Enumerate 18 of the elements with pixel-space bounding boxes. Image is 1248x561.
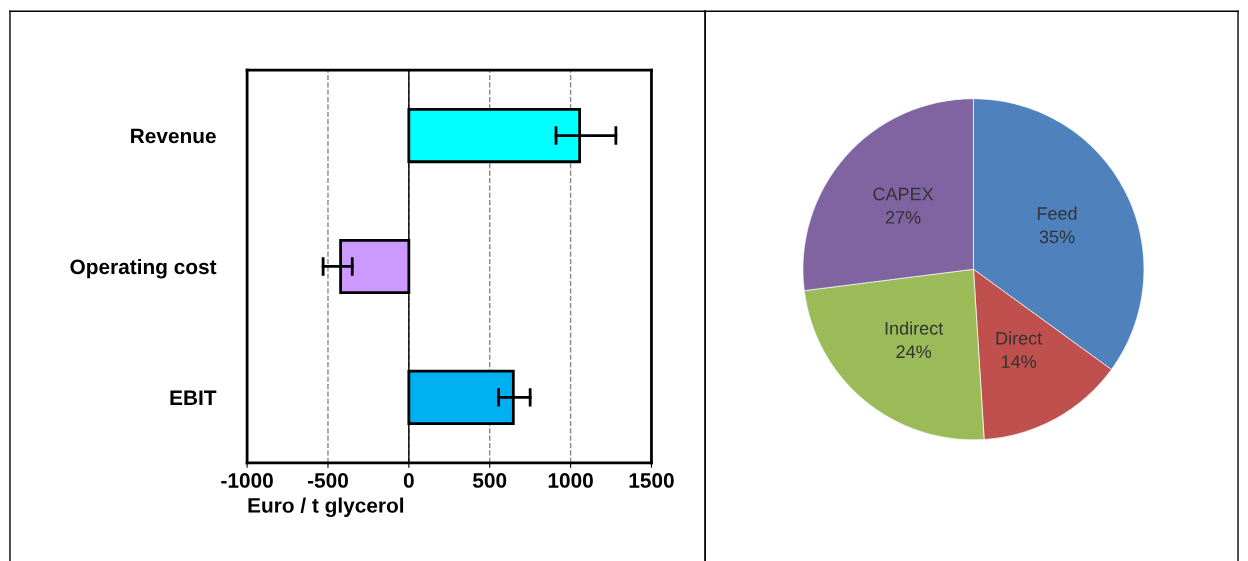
x-tick-label: 500 <box>472 473 507 488</box>
data-label: 14% <box>1001 355 1037 368</box>
slice-label: CAPEX <box>873 187 934 201</box>
x-tick-label: -500 <box>307 473 348 488</box>
slice-label: Indirect <box>885 321 944 335</box>
y-tick-label: EBIT <box>170 390 217 405</box>
y-tick-label: Revenue <box>131 128 216 144</box>
y-tick-label: Operating cost <box>70 258 217 279</box>
x-tick-label: 1000 <box>548 473 593 488</box>
x-tick-label: 0 <box>403 473 414 488</box>
slice-label: Direct <box>996 331 1043 345</box>
slice-label: Feed <box>1037 206 1077 220</box>
x-axis-title: Euro / t glycerol <box>248 497 404 518</box>
data-label: 24% <box>896 345 932 359</box>
data-label: 35% <box>1039 230 1075 244</box>
x-tick-label: 1500 <box>629 473 674 488</box>
data-label: 27% <box>885 211 921 224</box>
x-tick-label: -1000 <box>221 473 273 488</box>
